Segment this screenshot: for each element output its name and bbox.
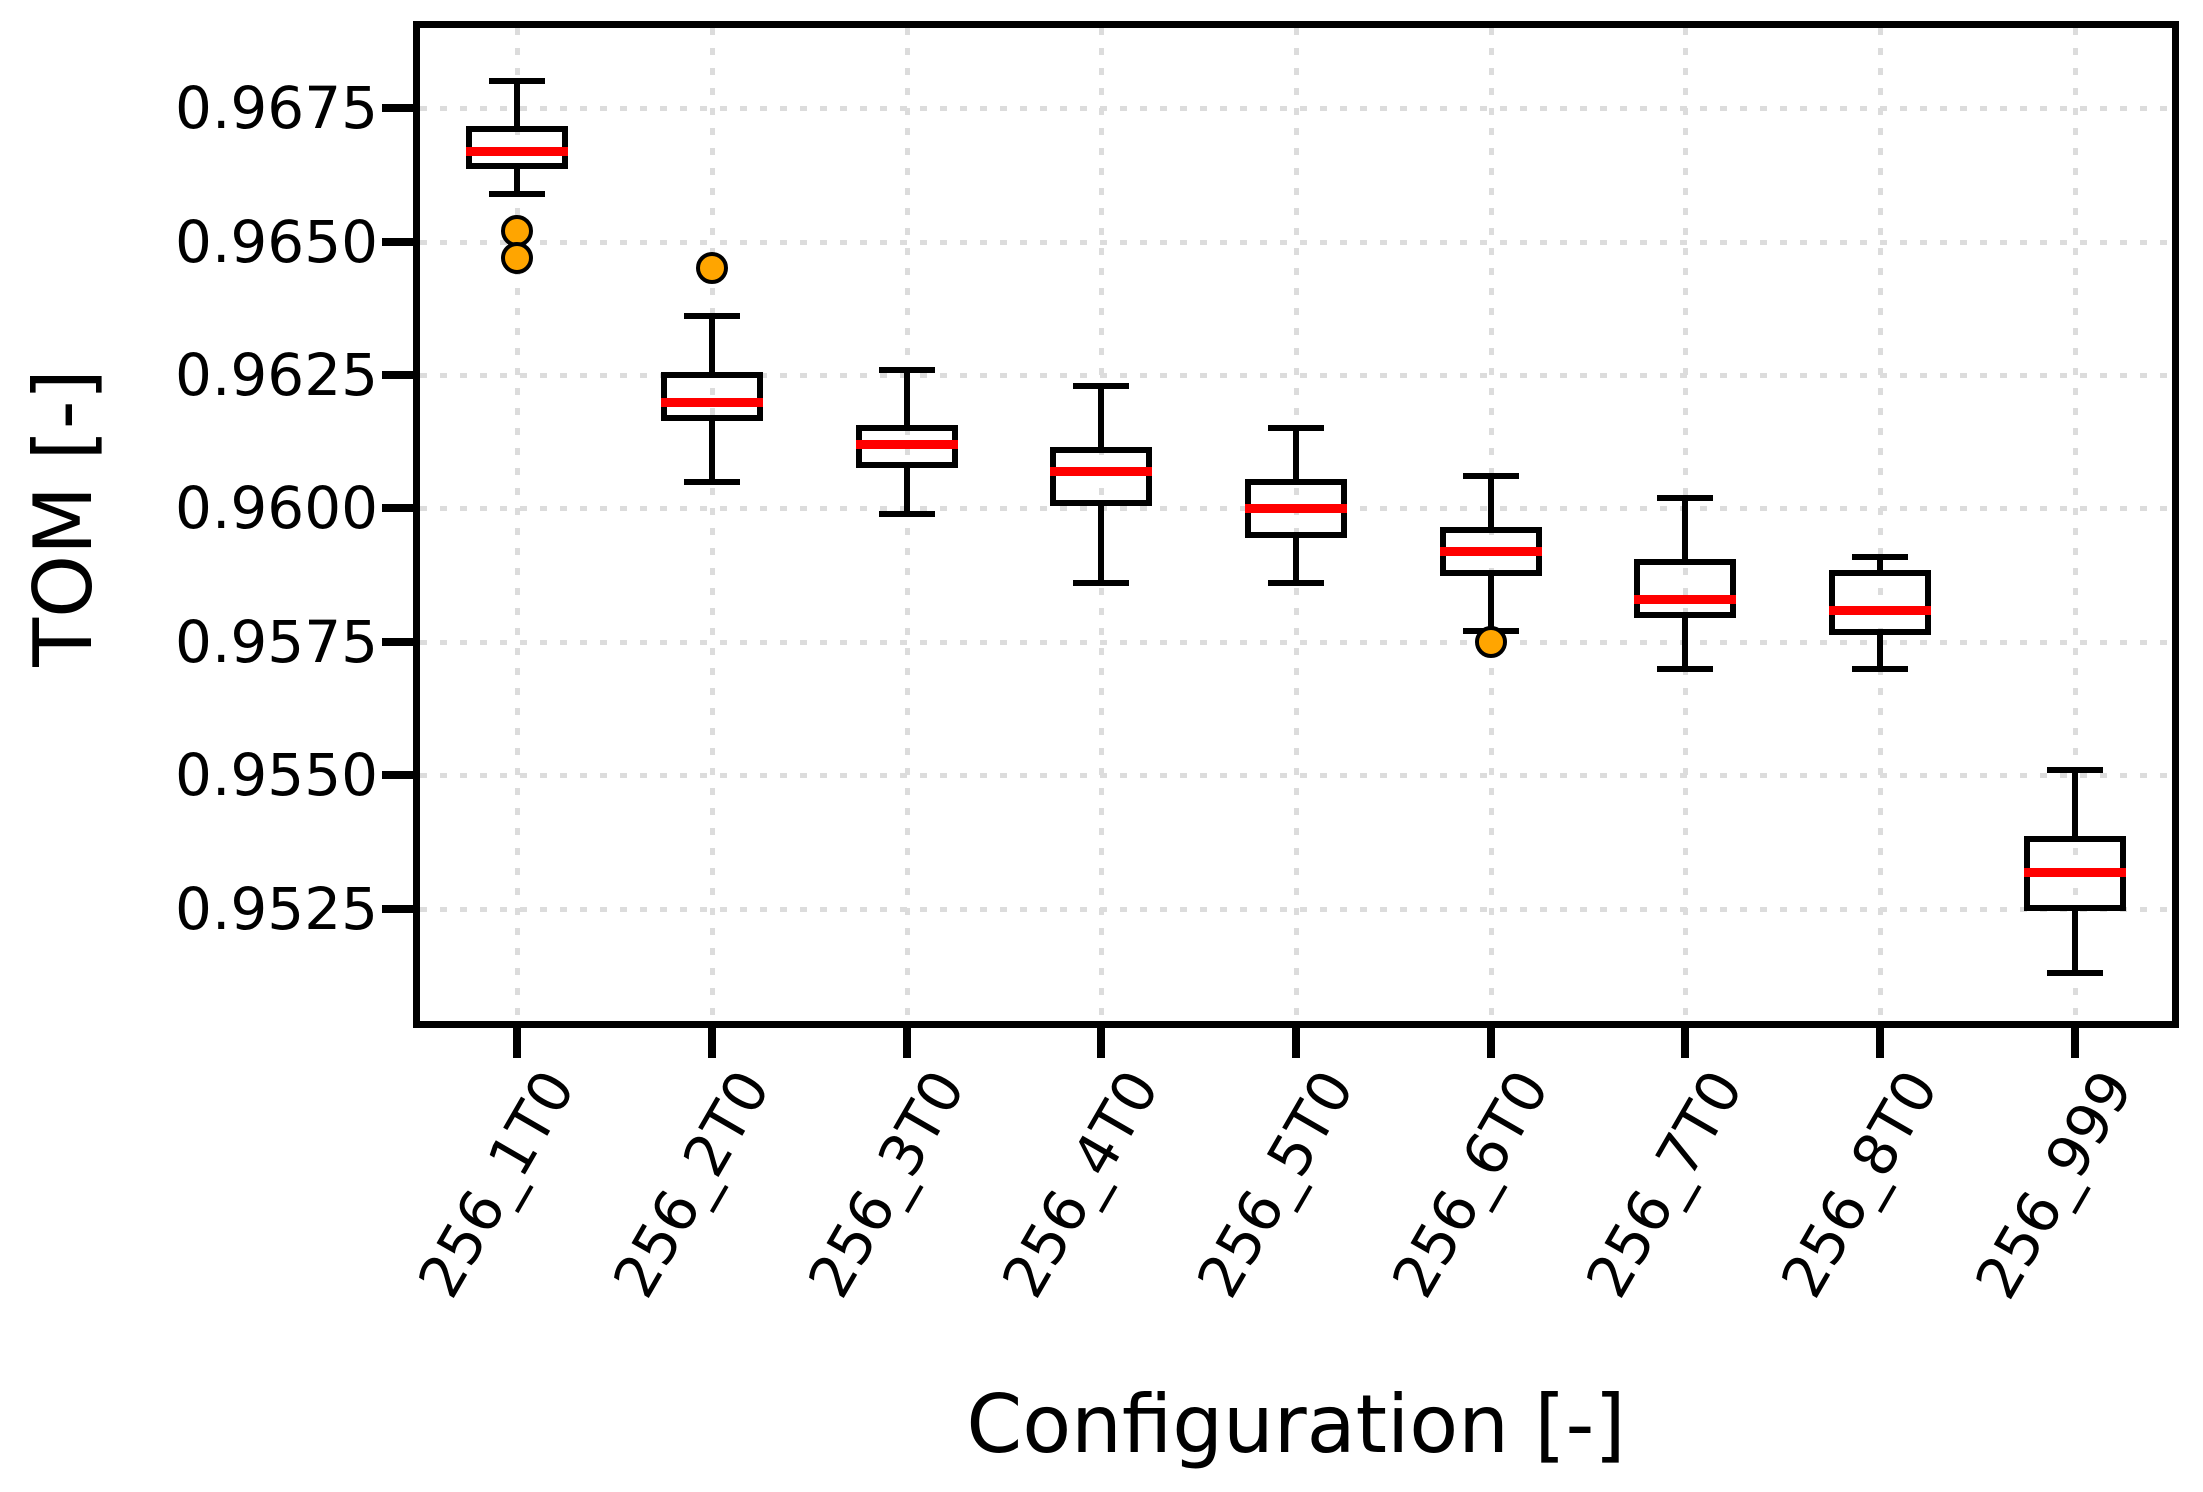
outlier-point bbox=[1475, 626, 1507, 658]
y-tick-mark bbox=[382, 638, 413, 646]
upper-whisker-line bbox=[709, 316, 715, 375]
outlier-point bbox=[501, 242, 533, 274]
x-tick-mark bbox=[2071, 1028, 2079, 1058]
upper-whisker-cap bbox=[2047, 767, 2103, 773]
median-line bbox=[1050, 467, 1152, 476]
upper-whisker-cap bbox=[879, 367, 935, 373]
x-tick-label: 256_3T0 bbox=[794, 1059, 979, 1309]
x-axis-label: Configuration [-] bbox=[966, 1378, 1626, 1471]
y-tick-mark bbox=[382, 238, 413, 246]
x-tick-mark bbox=[1681, 1028, 1689, 1058]
upper-whisker-cap bbox=[489, 78, 545, 84]
lower-whisker-cap bbox=[684, 479, 740, 485]
median-line bbox=[1440, 547, 1542, 556]
upper-whisker-line bbox=[904, 370, 910, 429]
x-tick-mark bbox=[903, 1028, 911, 1058]
median-line bbox=[1245, 504, 1347, 513]
upper-whisker-cap bbox=[1657, 495, 1713, 501]
upper-whisker-line bbox=[1488, 476, 1494, 529]
upper-whisker-cap bbox=[1852, 554, 1908, 560]
x-tick-mark bbox=[1876, 1028, 1884, 1058]
median-line bbox=[466, 147, 568, 156]
x-gridline bbox=[1294, 28, 1299, 1021]
lower-whisker-line bbox=[1682, 615, 1688, 668]
x-tick-label: 256_6T0 bbox=[1378, 1059, 1563, 1309]
x-tick-mark bbox=[1097, 1028, 1105, 1058]
x-tick-label: 256_7T0 bbox=[1572, 1059, 1757, 1309]
y-tick-label: 0.9625 bbox=[175, 341, 378, 409]
y-tick-mark bbox=[382, 371, 413, 379]
plot-area bbox=[413, 21, 2179, 1028]
median-line bbox=[661, 398, 763, 407]
iqr-box bbox=[1634, 559, 1736, 618]
y-tick-label: 0.9675 bbox=[175, 74, 378, 142]
upper-whisker-line bbox=[1293, 428, 1299, 481]
lower-whisker-line bbox=[1877, 631, 1883, 668]
lower-whisker-cap bbox=[1852, 666, 1908, 672]
upper-whisker-cap bbox=[1463, 473, 1519, 479]
upper-whisker-line bbox=[1098, 386, 1104, 450]
y-tick-label: 0.9575 bbox=[175, 608, 378, 676]
y-tick-label: 0.9525 bbox=[175, 875, 378, 943]
x-tick-label: 256_2T0 bbox=[599, 1059, 784, 1309]
lower-whisker-cap bbox=[489, 191, 545, 197]
upper-whisker-line bbox=[2072, 770, 2078, 839]
x-tick-label: 256_4T0 bbox=[988, 1059, 1173, 1309]
x-gridline bbox=[710, 28, 715, 1021]
x-gridline bbox=[2073, 28, 2078, 1021]
median-line bbox=[856, 440, 958, 449]
upper-whisker-cap bbox=[1268, 425, 1324, 431]
iqr-box bbox=[1829, 570, 1931, 635]
y-tick-label: 0.9600 bbox=[175, 474, 378, 542]
lower-whisker-line bbox=[1488, 573, 1494, 632]
y-tick-label: 0.9650 bbox=[175, 208, 378, 276]
y-tick-mark bbox=[382, 771, 413, 779]
upper-whisker-cap bbox=[1073, 383, 1129, 389]
lower-whisker-cap bbox=[1073, 580, 1129, 586]
lower-whisker-cap bbox=[1268, 580, 1324, 586]
median-line bbox=[1829, 606, 1931, 615]
lower-whisker-cap bbox=[879, 511, 935, 517]
y-tick-mark bbox=[382, 504, 413, 512]
x-gridline bbox=[905, 28, 910, 1021]
upper-whisker-line bbox=[514, 81, 520, 129]
y-tick-label: 0.9550 bbox=[175, 741, 378, 809]
upper-whisker-line bbox=[1877, 557, 1883, 573]
x-tick-label: 256_1T0 bbox=[404, 1059, 589, 1309]
median-line bbox=[1634, 595, 1736, 604]
iqr-box bbox=[661, 372, 763, 421]
x-tick-mark bbox=[1487, 1028, 1495, 1058]
lower-whisker-cap bbox=[1657, 666, 1713, 672]
x-tick-mark bbox=[513, 1028, 521, 1058]
x-tick-label: 256_8T0 bbox=[1767, 1059, 1952, 1309]
lower-whisker-line bbox=[514, 167, 520, 194]
lower-whisker-line bbox=[904, 466, 910, 514]
x-tick-mark bbox=[1292, 1028, 1300, 1058]
iqr-box bbox=[1050, 447, 1152, 506]
y-tick-mark bbox=[382, 104, 413, 112]
median-line bbox=[2024, 868, 2126, 877]
lower-whisker-line bbox=[1098, 503, 1104, 583]
upper-whisker-cap bbox=[684, 313, 740, 319]
x-gridline bbox=[515, 28, 520, 1021]
lower-whisker-line bbox=[1293, 535, 1299, 583]
x-gridline bbox=[1878, 28, 1883, 1021]
x-tick-label: 256_999 bbox=[1962, 1059, 2147, 1310]
outlier-point bbox=[696, 252, 728, 284]
upper-whisker-line bbox=[1682, 498, 1688, 562]
x-tick-mark bbox=[708, 1028, 716, 1058]
lower-whisker-line bbox=[709, 418, 715, 482]
lower-whisker-cap bbox=[2047, 970, 2103, 976]
lower-whisker-line bbox=[2072, 909, 2078, 973]
x-tick-label: 256_5T0 bbox=[1183, 1059, 1368, 1309]
y-tick-mark bbox=[382, 905, 413, 913]
